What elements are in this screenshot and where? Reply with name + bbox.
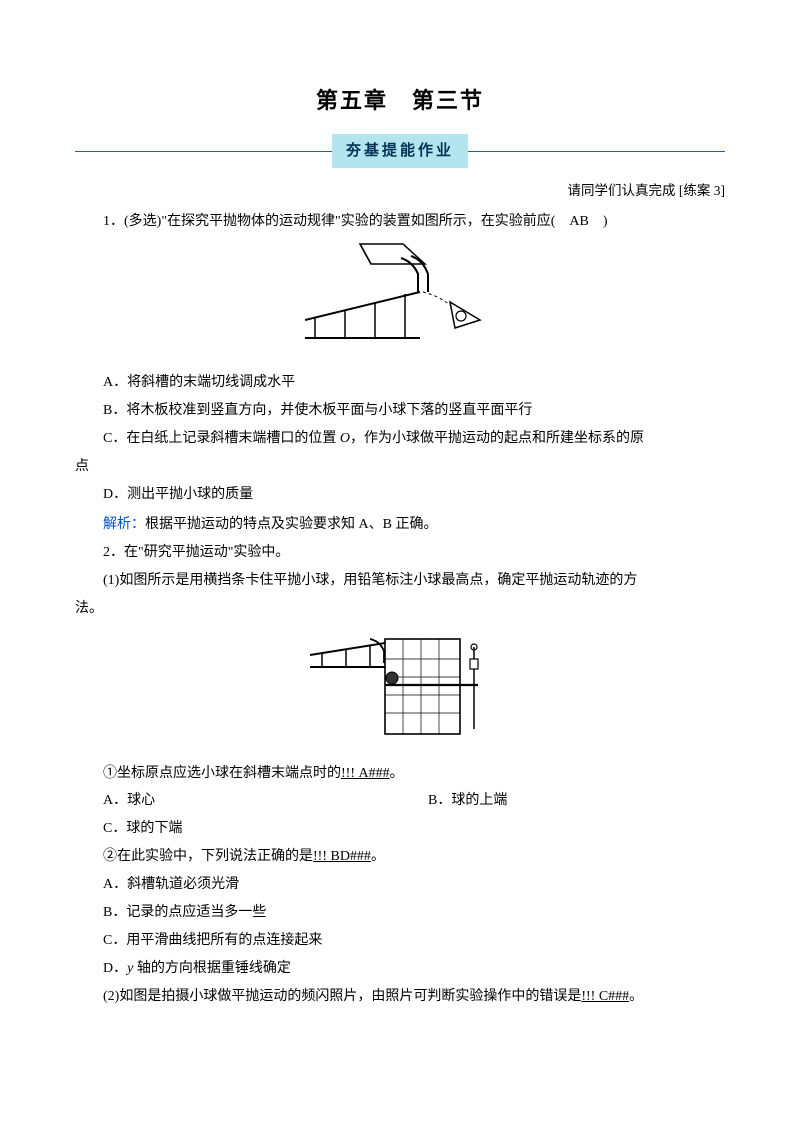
q2-sub2-optB: B．记录的点应适当多一些 <box>75 899 725 927</box>
q1-optA: A．将斜槽的末端切线调成水平 <box>75 369 725 397</box>
q1-stem-prefix: 1．(多选)"在探究平抛物体的运动规律"实验的装置如图所示，在实验前应( <box>103 214 569 229</box>
q1-optC-O: O <box>340 431 350 446</box>
q2-sub2-end: 。 <box>371 849 385 864</box>
banner-line-left <box>75 151 332 152</box>
ramp-diagram-icon <box>305 242 495 352</box>
q1-analysis-text: 根据平抛运动的特点及实验要求知 A、B 正确。 <box>145 517 437 532</box>
q2-sub2-optC: C．用平滑曲线把所有的点连接起来 <box>75 927 725 955</box>
q1-stem: 1．(多选)"在探究平抛物体的运动规律"实验的装置如图所示，在实验前应( AB … <box>75 208 725 236</box>
q2-sub2-optD-2: 轴的方向根据重锤线确定 <box>133 961 291 976</box>
q2-stem: 2．在"研究平抛运动"实验中。 <box>75 539 725 567</box>
q2-sub1-answer: !!! A### <box>341 766 390 781</box>
q1-stem-suffix: ) <box>589 214 608 229</box>
q2-p2-end: 。 <box>629 989 643 1004</box>
q2-sub1-stem: ①坐标原点应选小球在斜槽末端点时的!!! A###。 <box>75 760 725 788</box>
q2-p1-cont: 法。 <box>75 595 725 623</box>
q2-sub2-stem: ②在此实验中，下列说法正确的是!!! BD###。 <box>75 843 725 871</box>
q1-answer: AB <box>569 214 588 229</box>
analysis-label: 解析： <box>103 515 145 531</box>
q2-sub1-optC: C．球的下端 <box>75 815 725 843</box>
q1-optC: C．在白纸上记录斜槽末端槽口的位置 O，作为小球做平抛运动的起点和所建坐标系的原 <box>75 425 725 453</box>
q2-sub1-end: 。 <box>390 766 404 781</box>
q2-sub1-optA: A．球心 <box>75 788 400 815</box>
q1-analysis: 解析：根据平抛运动的特点及实验要求知 A、B 正确。 <box>75 509 725 539</box>
q2-p1: (1)如图所示是用横挡条卡住平抛小球，用铅笔标注小球最高点，确定平抛运动轨迹的方 <box>75 567 725 595</box>
q1-figure <box>75 242 725 363</box>
q2-sub2-text: ②在此实验中，下列说法正确的是 <box>103 849 313 864</box>
instruction-text: 请同学们认真完成 [练案 3] <box>75 178 725 204</box>
banner-box: 夯基提能作业 <box>332 134 468 169</box>
q2-sub1-text: ①坐标原点应选小球在斜槽末端点时的 <box>103 766 341 781</box>
banner-row: 夯基提能作业 <box>75 134 725 169</box>
chapter-title: 第五章 第三节 <box>75 80 725 122</box>
q2-sub2-optA: A．斜槽轨道必须光滑 <box>75 871 725 899</box>
q1-optC-t1: C．在白纸上记录斜槽末端槽口的位置 <box>103 431 340 446</box>
q2-sub2-optD: D．y 轴的方向根据重锤线确定 <box>75 955 725 983</box>
q2-p2-answer: !!! C### <box>581 989 629 1004</box>
q2-p2-text: (2)如图是拍摄小球做平抛运动的频闪照片，由照片可判断实验操作中的错误是 <box>103 989 581 1004</box>
q1-optD: D．测出平抛小球的质量 <box>75 481 725 509</box>
q2-figure <box>75 629 725 755</box>
q2-sub1-row1: A．球心 B．球的上端 <box>75 788 725 815</box>
q1-optC-t2: ，作为小球做平抛运动的起点和所建坐标系的原 <box>350 431 644 446</box>
q1-optC-cont: 点 <box>75 453 725 481</box>
banner-line-right <box>468 151 725 152</box>
grid-diagram-icon <box>310 629 490 744</box>
q2-sub2-answer: !!! BD### <box>313 849 371 864</box>
q2-p2: (2)如图是拍摄小球做平抛运动的频闪照片，由照片可判断实验操作中的错误是!!! … <box>75 983 725 1011</box>
q2-sub1-optB: B．球的上端 <box>400 788 725 815</box>
q2-sub2-optD-1: D． <box>103 961 127 976</box>
q1-optB: B．将木板校准到竖直方向，并使木板平面与小球下落的竖直平面平行 <box>75 397 725 425</box>
